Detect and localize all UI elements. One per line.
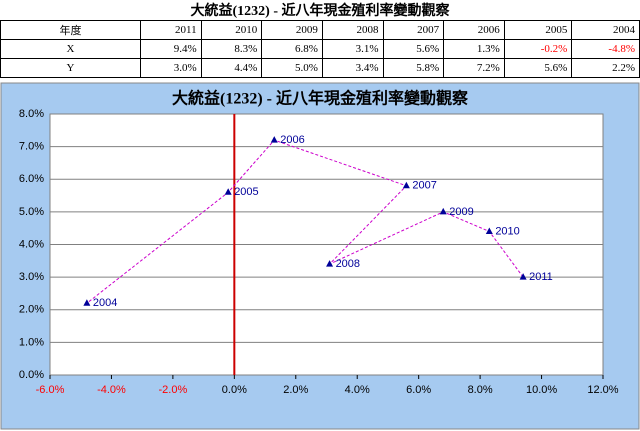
table-cell: 2.2% <box>571 58 640 78</box>
point-label: 2009 <box>449 206 473 218</box>
y-tick-label: 8.0% <box>19 108 44 120</box>
table-cell: 2004 <box>571 20 640 40</box>
table-cell: Y <box>0 58 141 78</box>
y-tick-label: 3.0% <box>19 271 44 283</box>
x-tick-label: 10.0% <box>526 384 557 396</box>
table-cell: 2007 <box>382 20 445 40</box>
table-title: 大統益(1232) - 近八年現金殖利率變動觀察 <box>0 0 640 21</box>
x-tick-label: 8.0% <box>468 384 493 396</box>
table-cell: 4.4% <box>200 58 263 78</box>
point-label: 2004 <box>93 297 117 309</box>
y-tick-label: 2.0% <box>19 304 44 316</box>
table-cell: 2008 <box>321 20 384 40</box>
point <box>519 273 527 280</box>
table-cell: 2011 <box>140 20 202 40</box>
point <box>326 260 334 267</box>
data-table: 大統益(1232) - 近八年現金殖利率變動觀察 年度 2011 2010 2009 2… <box>0 0 640 78</box>
point-label: 2006 <box>280 134 304 146</box>
table-cell: 2010 <box>200 20 263 40</box>
x-tick-label: 6.0% <box>406 384 431 396</box>
table-cell: 2006 <box>443 20 505 40</box>
table-cell: 3.0% <box>140 58 202 78</box>
table-cell: 5.6% <box>503 58 573 78</box>
y-tick-label: 5.0% <box>19 206 44 218</box>
table-cell: -0.2% <box>503 39 573 59</box>
x-tick-label: -6.0% <box>36 384 65 396</box>
connector-line <box>86 139 524 304</box>
point <box>402 181 410 189</box>
point <box>439 207 447 215</box>
chart: 大統益(1232) - 近八年現金殖利率變動觀察 0.0% 1.0% 2.0% 3.0… <box>0 82 640 430</box>
point-label: 2011 <box>529 271 553 283</box>
x-tick-label: -4.0% <box>97 384 126 396</box>
x-tick-label: 4.0% <box>345 384 370 396</box>
y-tick-label: 6.0% <box>19 173 44 185</box>
table-cell: 8.3% <box>200 39 263 59</box>
table-cell: 2005 <box>503 20 573 40</box>
table-cell: 3.4% <box>321 58 384 78</box>
chart-title: 大統益(1232) - 近八年現金殖利率變動觀察 <box>172 89 469 108</box>
table-cell: 5.0% <box>261 58 323 78</box>
table-cell: 2009 <box>261 20 323 40</box>
y-tick-label: 1.0% <box>19 336 44 348</box>
point-label: 2007 <box>412 180 436 192</box>
table-cell: 5.6% <box>382 39 445 59</box>
point-label: 2010 <box>495 225 519 237</box>
x-tick-label: 12.0% <box>587 384 618 396</box>
point <box>224 188 232 195</box>
y-tick-label: 0.0% <box>19 369 44 381</box>
x-tick-label: 2.0% <box>283 384 308 396</box>
table-cell: 1.3% <box>443 39 505 59</box>
y-tick-label: 4.0% <box>19 238 44 250</box>
table-cell: 5.8% <box>382 58 445 78</box>
point-label: 2005 <box>234 186 258 198</box>
point <box>270 136 278 143</box>
table-cell: 9.4% <box>140 39 202 59</box>
x-tick-label: 0.0% <box>222 384 247 396</box>
table-cell: 6.8% <box>261 39 323 59</box>
table-cell: -4.8% <box>571 39 640 59</box>
point-label: 2008 <box>336 258 360 270</box>
table-row: 年度 2011 2010 2009 2008 2007 2006 2005 2004 <box>0 20 640 40</box>
y-tick-label: 7.0% <box>19 141 44 153</box>
point <box>485 227 493 234</box>
table-cell: 年度 <box>0 20 141 40</box>
table-row: X 9.4% 8.3% 6.8% 3.1% 5.6% 1.3% -0.2% -4.8% <box>0 39 640 59</box>
table-cell: 7.2% <box>443 58 505 78</box>
table-cell: X <box>0 39 141 59</box>
point <box>83 299 91 306</box>
table-cell: 3.1% <box>321 39 384 59</box>
x-tick-label: -2.0% <box>159 384 188 396</box>
table-row: Y 3.0% 4.4% 5.0% 3.4% 5.8% 7.2% 5.6% 2.2% <box>0 58 640 78</box>
